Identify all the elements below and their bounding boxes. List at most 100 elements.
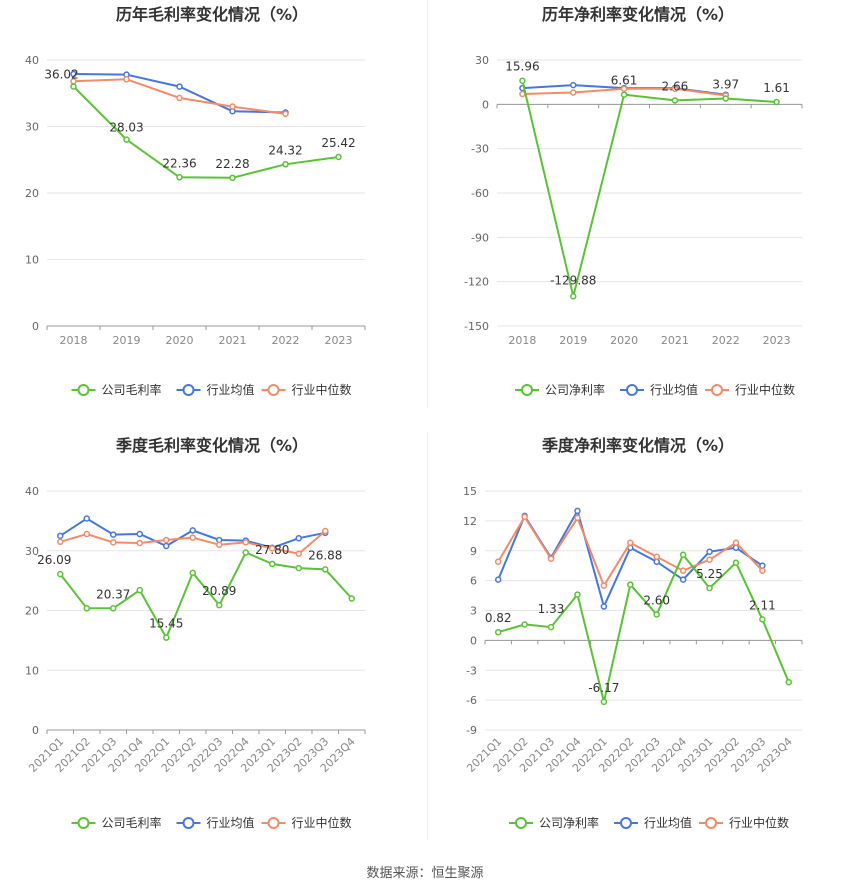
data-point <box>722 95 729 102</box>
data-point <box>653 611 660 618</box>
legend-marker <box>182 817 195 829</box>
legend-label: 行业均值 <box>650 382 698 397</box>
data-point <box>574 591 581 598</box>
data-point <box>136 539 143 547</box>
y-tick-label: 15 <box>463 485 477 498</box>
data-point <box>242 539 249 546</box>
data-label: 26.88 <box>308 548 342 562</box>
legend-label: 行业均值 <box>207 382 255 397</box>
data-point <box>706 556 713 563</box>
data-point <box>494 558 502 565</box>
series-line-0 <box>497 552 790 703</box>
data-point <box>679 567 687 574</box>
chart-title: 历年毛利率变化情况（%） <box>116 5 308 24</box>
legend-item: 行业中位数 <box>261 815 352 830</box>
data-point <box>123 136 130 143</box>
y-tick-label: 40 <box>25 54 39 67</box>
series-line-0 <box>521 80 777 297</box>
data-label: 24.32 <box>268 143 302 157</box>
data-point <box>322 527 329 535</box>
data-label: -129.88 <box>550 273 596 287</box>
x-tick-label: 2019 <box>559 334 587 347</box>
data-point <box>83 605 90 612</box>
data-point <box>494 628 502 636</box>
data-label: 28.03 <box>109 121 143 135</box>
legend-item: 行业中位数 <box>699 815 789 830</box>
data-point <box>679 551 687 558</box>
y-tick-label: -120 <box>464 276 489 289</box>
y-tick-label: -60 <box>471 187 489 200</box>
y-tick-label: 30 <box>25 121 39 134</box>
legend-label: 行业中位数 <box>292 382 352 397</box>
data-point <box>547 623 555 631</box>
data-point <box>57 538 64 546</box>
legend-marker <box>705 817 717 829</box>
data-point <box>732 539 740 547</box>
y-tick-label: 3 <box>470 605 477 618</box>
data-label: 20.89 <box>202 584 236 598</box>
y-tick-label: 6 <box>470 575 477 588</box>
data-point <box>110 531 117 538</box>
data-point <box>671 85 679 93</box>
data-point <box>242 549 249 556</box>
data-point <box>322 566 329 573</box>
data-point <box>229 174 236 182</box>
data-point <box>732 559 740 566</box>
data-point <box>189 534 196 541</box>
data-point <box>216 541 223 549</box>
data-label: 3.97 <box>712 77 739 91</box>
data-point <box>57 532 64 540</box>
data-label: 0.82 <box>485 611 512 625</box>
legend-label: 行业中位数 <box>292 815 352 830</box>
y-tick-label: 0 <box>32 320 39 333</box>
data-point <box>570 293 577 300</box>
y-tick-label: 20 <box>25 605 39 618</box>
legend-marker <box>77 384 90 396</box>
x-tick-label: 2018 <box>508 334 536 347</box>
data-point <box>57 570 64 578</box>
legend-item: 行业均值 <box>176 382 255 397</box>
data-point <box>163 536 170 544</box>
legend-item: 行业均值 <box>176 815 255 830</box>
data-point <box>163 634 170 641</box>
data-point <box>295 550 302 557</box>
data-label: 1.61 <box>763 81 790 95</box>
data-source-note: 数据来源：恒生聚源 <box>366 866 484 881</box>
series-line-1 <box>497 508 763 610</box>
legend-marker <box>515 817 527 829</box>
x-tick-label: 2020 <box>610 334 638 347</box>
data-label: -6.17 <box>588 681 619 695</box>
legend-item: 公司净利率 <box>515 382 605 397</box>
data-point <box>295 534 302 542</box>
y-tick-label: -30 <box>471 143 489 156</box>
chart-title: 季度净利率变化情况（%） <box>541 436 734 455</box>
data-label: 5.25 <box>696 567 723 581</box>
x-tick-label: 2022 <box>712 334 740 347</box>
legend-label: 公司毛利率 <box>102 815 162 830</box>
data-point <box>136 586 143 594</box>
legend-marker <box>182 384 195 396</box>
data-point <box>620 91 628 98</box>
y-tick-label: -3 <box>466 664 477 677</box>
x-tick-label: 2018 <box>60 334 88 347</box>
x-tick-label: 2021 <box>661 334 689 347</box>
x-tick-label: 2019 <box>113 334 141 347</box>
data-point <box>570 89 577 96</box>
legend-label: 公司净利率 <box>545 382 605 397</box>
data-label: 2.66 <box>662 79 689 93</box>
legend-label: 行业中位数 <box>729 815 789 830</box>
x-tick-label: 2022 <box>272 334 300 347</box>
legend-marker <box>711 384 723 396</box>
data-point <box>773 98 780 106</box>
data-label: 2.11 <box>749 598 776 612</box>
data-label: 26.09 <box>37 553 71 567</box>
data-point <box>494 576 502 583</box>
data-point <box>295 564 302 572</box>
legend-item: 公司净利率 <box>509 815 599 830</box>
data-point <box>176 94 183 102</box>
y-tick-label: 30 <box>25 545 39 558</box>
data-point <box>163 542 170 550</box>
x-tick-label: 2021 <box>219 334 247 347</box>
